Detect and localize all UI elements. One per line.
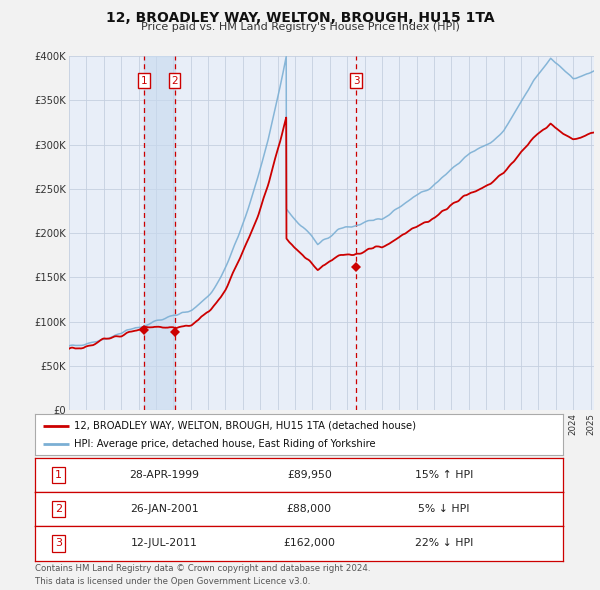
Text: 15% ↑ HPI: 15% ↑ HPI — [415, 470, 473, 480]
Text: 3: 3 — [55, 539, 62, 548]
Text: Contains HM Land Registry data © Crown copyright and database right 2024.: Contains HM Land Registry data © Crown c… — [35, 564, 370, 573]
Text: £88,000: £88,000 — [287, 504, 332, 514]
Text: 22% ↓ HPI: 22% ↓ HPI — [415, 539, 473, 548]
Text: 5% ↓ HPI: 5% ↓ HPI — [418, 504, 470, 514]
Text: HPI: Average price, detached house, East Riding of Yorkshire: HPI: Average price, detached house, East… — [74, 439, 376, 449]
Text: 1: 1 — [55, 470, 62, 480]
Text: 2: 2 — [171, 76, 178, 86]
Text: 12-JUL-2011: 12-JUL-2011 — [131, 539, 197, 548]
Text: Price paid vs. HM Land Registry's House Price Index (HPI): Price paid vs. HM Land Registry's House … — [140, 22, 460, 32]
Text: £89,950: £89,950 — [287, 470, 332, 480]
Text: 1: 1 — [141, 76, 148, 86]
Text: 26-JAN-2001: 26-JAN-2001 — [130, 504, 199, 514]
Text: 12, BROADLEY WAY, WELTON, BROUGH, HU15 1TA (detached house): 12, BROADLEY WAY, WELTON, BROUGH, HU15 1… — [74, 421, 416, 431]
Text: 3: 3 — [353, 76, 359, 86]
Text: 28-APR-1999: 28-APR-1999 — [129, 470, 199, 480]
Text: 2: 2 — [55, 504, 62, 514]
Text: 12, BROADLEY WAY, WELTON, BROUGH, HU15 1TA: 12, BROADLEY WAY, WELTON, BROUGH, HU15 1… — [106, 11, 494, 25]
Text: This data is licensed under the Open Government Licence v3.0.: This data is licensed under the Open Gov… — [35, 577, 310, 586]
Text: £162,000: £162,000 — [283, 539, 335, 548]
Bar — [144, 56, 175, 410]
